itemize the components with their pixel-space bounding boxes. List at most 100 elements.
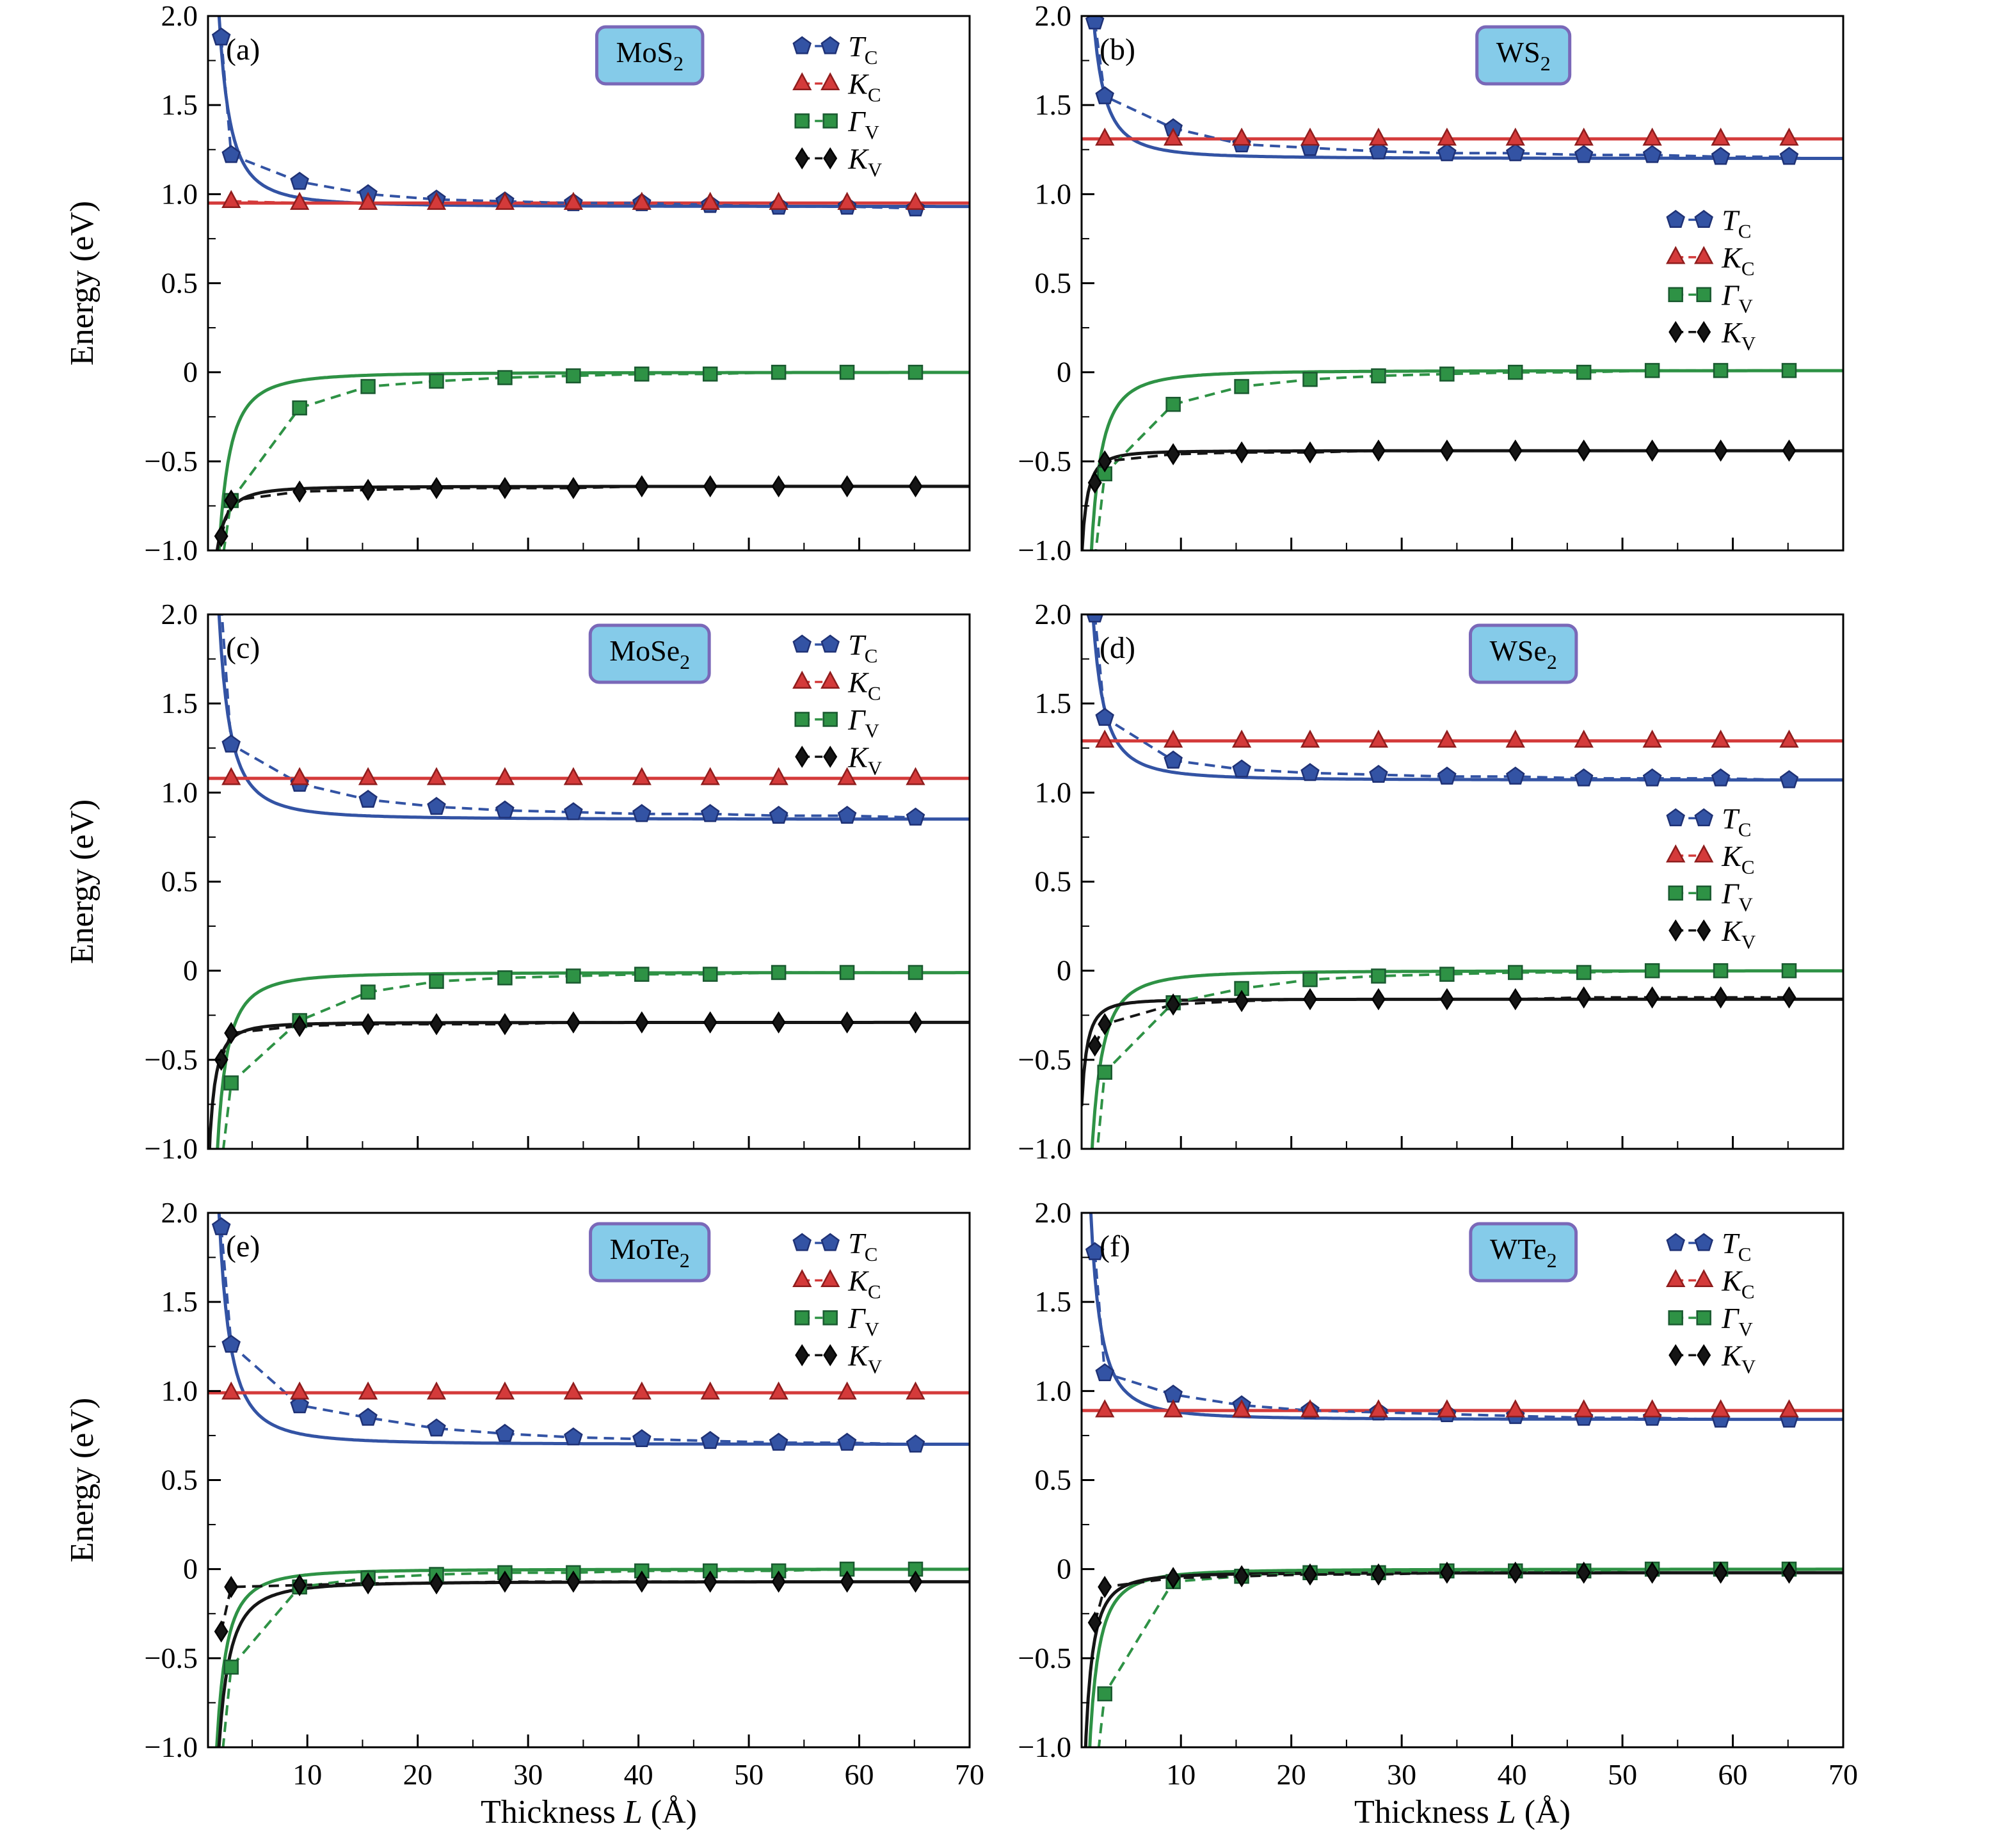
diamond-marker [1576, 1561, 1591, 1584]
y-tick-label: 0 [183, 356, 198, 388]
square-marker [1696, 1310, 1711, 1325]
plot-area [1082, 1213, 1843, 1747]
pentagon-marker [1232, 759, 1251, 778]
y-tick-label: 0 [1057, 1553, 1071, 1585]
square-marker [1781, 363, 1797, 378]
triangle-marker [1300, 729, 1320, 748]
diamond-marker [1508, 439, 1523, 462]
square-marker [1439, 366, 1455, 382]
legend-entry-KC: KC [792, 68, 881, 106]
diamond-marker [840, 1011, 854, 1034]
triangle-marker [906, 1381, 925, 1400]
square-marker [1781, 963, 1797, 979]
data-line-GV [221, 1567, 916, 1747]
data-line-KV [1093, 1571, 1789, 1623]
triangle-marker [1368, 127, 1389, 146]
pentagon-marker [820, 1233, 840, 1251]
diamond-marker [771, 1011, 786, 1034]
legend-label-KV: KV [1721, 915, 1756, 953]
material-label: MoTe2 [610, 1233, 690, 1272]
square-marker [1696, 885, 1711, 901]
triangle-marker [221, 767, 241, 785]
y-tick-label: 0 [1057, 954, 1071, 987]
diamond-marker [429, 1572, 444, 1595]
pentagon-marker [700, 804, 720, 822]
diamond-marker [1508, 988, 1523, 1011]
y-tick-label: −1.0 [1018, 1132, 1071, 1165]
diamond-marker [1439, 1561, 1454, 1584]
triangle-marker [792, 1269, 812, 1288]
triangle-marker [563, 191, 583, 210]
diamond-marker [1439, 988, 1454, 1011]
diamond-marker [214, 1048, 228, 1071]
diamond-marker [1439, 439, 1454, 462]
triangle-marker [1164, 729, 1183, 748]
square-marker [429, 373, 444, 389]
pentagon-marker [820, 36, 840, 54]
square-marker [1302, 372, 1318, 387]
data-line-TC [220, 37, 916, 210]
legend-entry-GV: ΓV [794, 1302, 879, 1340]
diamond-marker [361, 1572, 376, 1595]
legend-label-GV: ΓV [847, 105, 879, 143]
diamond-marker [840, 1570, 854, 1593]
square-marker [794, 113, 810, 129]
diamond-marker [1371, 988, 1386, 1011]
triangle-marker [700, 1381, 720, 1400]
data-line-TC [220, 1227, 916, 1446]
pentagon-marker [1642, 145, 1662, 163]
y-tick-label: 1.5 [161, 1285, 198, 1318]
legend-entry-TC: TC [1666, 204, 1751, 242]
triangle-marker [1711, 1399, 1731, 1418]
square-marker [1097, 1064, 1112, 1080]
y-tick-label: 1.5 [161, 88, 198, 121]
diamond-marker [795, 1344, 810, 1366]
pentagon-marker [1086, 614, 1103, 623]
diamond-marker [497, 1013, 512, 1036]
plot-area [208, 1213, 970, 1747]
pentagon-marker [1666, 808, 1685, 827]
plot-area [208, 614, 970, 1149]
legend-entry-KV: KV [795, 1339, 883, 1377]
diamond-marker [703, 1570, 717, 1593]
y-tick-label: −1.0 [1018, 1731, 1071, 1763]
y-tick-label: 1.5 [161, 687, 198, 719]
pentagon-marker [564, 802, 583, 821]
pentagon-marker [632, 1429, 652, 1448]
diamond-marker [1098, 1013, 1112, 1036]
pentagon-marker [1642, 768, 1662, 787]
legend-entry-KC: KC [792, 666, 881, 705]
triangle-marker [1694, 246, 1714, 264]
diamond-marker [1303, 441, 1317, 464]
y-tick-label: −1.0 [145, 534, 198, 566]
pentagon-marker [1666, 209, 1685, 228]
x-tick-label: 20 [403, 1758, 433, 1791]
material-label: WSe2 [1489, 634, 1556, 673]
triangle-marker [1368, 1399, 1389, 1418]
data-line-KV [220, 1021, 916, 1061]
pentagon-marker [427, 1418, 446, 1437]
diamond-marker [1087, 471, 1102, 494]
legend-label-KC: KC [847, 68, 881, 106]
triangle-marker [495, 1381, 515, 1400]
triangle-marker [495, 191, 515, 210]
panel-letter: (d) [1100, 631, 1135, 665]
diamond-marker [634, 1011, 649, 1034]
diamond-marker [634, 475, 649, 498]
pentagon-marker [221, 1334, 241, 1353]
triangle-marker [426, 767, 447, 785]
plot-area [1082, 614, 1843, 1149]
diamond-marker [566, 1570, 580, 1593]
legend-entry-KC: KC [792, 1265, 881, 1303]
square-marker [360, 379, 376, 394]
x-tick-label: 40 [624, 1758, 653, 1791]
pentagon-marker [1506, 766, 1525, 785]
diamond-marker [634, 1570, 649, 1593]
legend-entry-GV: ΓV [794, 703, 879, 742]
x-axis-title: Thickness L (Å) [481, 1794, 697, 1830]
y-tick-label: 1.5 [1035, 1285, 1072, 1318]
diamond-marker [1782, 1561, 1796, 1584]
triangle-marker [837, 191, 857, 210]
y-tick-label: 0.5 [161, 865, 198, 898]
